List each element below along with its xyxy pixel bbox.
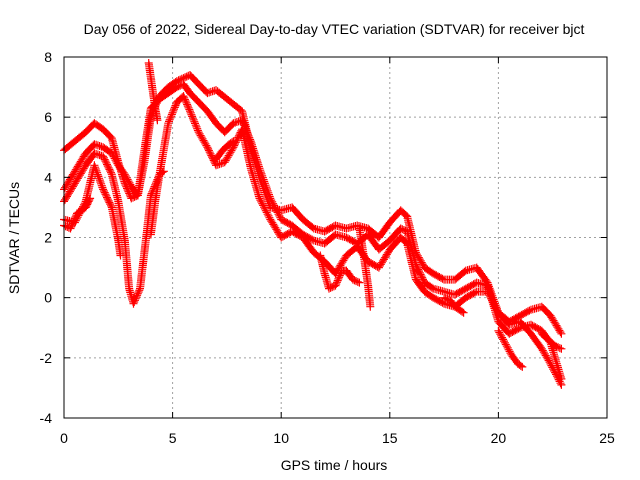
y-tick-label: 0: [44, 290, 52, 306]
point-marks: [60, 80, 566, 383]
series-track-7: [212, 137, 238, 164]
y-tick-label: 2: [44, 230, 52, 246]
y-tick-label: -2: [40, 350, 53, 366]
series-track-12: [537, 329, 566, 353]
x-tick-label: 0: [60, 430, 68, 446]
y-tick-label: 6: [44, 109, 52, 125]
series-track-10: [494, 326, 527, 371]
y-tick-label: 8: [44, 49, 52, 65]
x-tick-label: 5: [169, 430, 177, 446]
series-track-11: [440, 293, 468, 317]
series-track-2: [60, 80, 566, 383]
point-marks: [146, 167, 168, 239]
x-tick-label: 25: [599, 430, 615, 446]
series-track-8: [316, 251, 364, 293]
x-tick-labels: 0 5 10 15 20 25: [60, 430, 615, 446]
series-track-9: [355, 224, 375, 311]
series-track-13: [144, 59, 162, 125]
series-track-6: [146, 167, 168, 239]
x-axis-label: GPS time / hours: [281, 457, 388, 473]
point-marks: [440, 293, 468, 317]
x-tick-label: 10: [273, 430, 289, 446]
chart-title: Day 056 of 2022, Sidereal Day-to-day VTE…: [84, 21, 585, 37]
y-tick-label: -4: [40, 410, 53, 426]
y-axis-label: SDTVAR / TECUs: [6, 182, 22, 294]
data-points: [60, 59, 566, 389]
x-tick-label: 15: [382, 430, 398, 446]
point-marks: [316, 251, 364, 293]
y-tick-label: 4: [44, 169, 52, 185]
point-marks: [537, 329, 566, 353]
axis-ticks: [63, 56, 608, 419]
point-marks: [212, 137, 238, 164]
point-marks: [144, 59, 162, 125]
point-marks: [355, 224, 375, 311]
point-marks: [494, 326, 527, 371]
x-tick-label: 20: [491, 430, 507, 446]
y-tick-labels: -4 -2 0 2 4 6 8: [40, 49, 53, 426]
